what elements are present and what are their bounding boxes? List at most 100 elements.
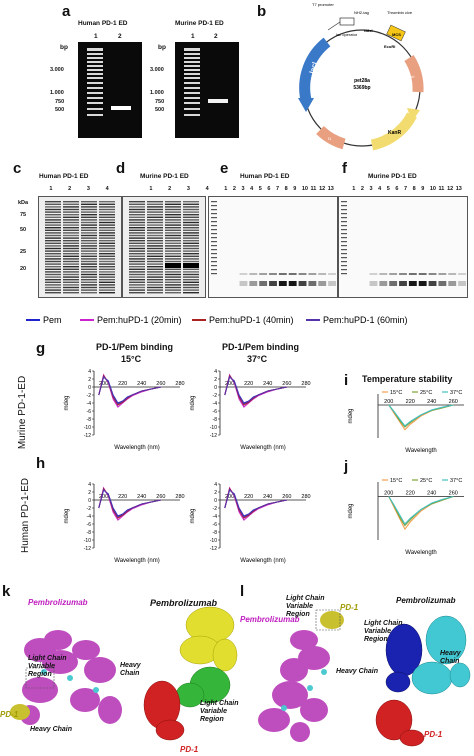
protein-band [298, 281, 307, 286]
ladder-band [341, 225, 347, 227]
gel-band [99, 266, 115, 268]
l-heavy-label: Heavy Chain [336, 668, 379, 675]
gel-band [183, 271, 199, 273]
gel-band [183, 211, 199, 213]
marker-75: 75 [20, 212, 27, 218]
gel-band [183, 250, 199, 252]
protein-band [389, 273, 398, 275]
gel-band [147, 203, 163, 205]
gel-band [81, 271, 97, 273]
protein-band [278, 273, 287, 275]
gel-band [45, 201, 61, 203]
gel-band [147, 260, 163, 263]
gel-band [45, 221, 61, 224]
gel-band [63, 263, 79, 265]
l-pem-label: Pembrolizumab [240, 615, 300, 624]
gel-band [129, 292, 145, 294]
gel-band [99, 214, 115, 216]
laci-arrow-head [298, 98, 314, 112]
gel-band [147, 208, 163, 211]
gel-band [129, 206, 145, 208]
gel-band [63, 242, 79, 244]
gel-band [81, 211, 97, 213]
t7-promoter-label: T7 promoter [312, 2, 334, 7]
gel-band [165, 234, 181, 237]
l-lcvr-label: Light Chain Variable Region [286, 595, 325, 618]
y-tick-label: -2 [87, 393, 92, 399]
gel-band [99, 208, 115, 211]
protein-band [369, 281, 378, 286]
legend-label: 25°C [420, 478, 432, 484]
protein-band [318, 281, 327, 286]
gel-band [63, 266, 79, 268]
ladder-band [341, 273, 347, 275]
lane-number: 5 [258, 186, 262, 192]
gel-band [81, 229, 97, 231]
ladder-band [211, 205, 217, 207]
gel-band [81, 273, 97, 276]
gel-band [99, 221, 115, 224]
protein-band [288, 281, 297, 286]
gel-band [81, 258, 97, 260]
gel-band [45, 292, 61, 294]
ladder-band [341, 229, 347, 231]
protein-band [418, 273, 427, 275]
gel-band [63, 292, 79, 294]
g-title-15: PD-1/Pem binding [96, 342, 174, 352]
protein-band [269, 273, 277, 275]
legend-label: 37°C [450, 478, 462, 484]
y-tick-label: 0 [88, 385, 91, 391]
gel-band [45, 268, 61, 270]
gel-murine-title: Murine PD-1 ED [175, 20, 224, 27]
gel-band [129, 208, 145, 211]
y-tick-label: 2 [88, 377, 91, 383]
gel-band [45, 203, 61, 205]
gel-band [129, 203, 145, 205]
k-pem-label: Pembrolizumab [28, 598, 88, 607]
gel-band [99, 237, 115, 239]
ladder-3000-m: 3.000 [150, 67, 164, 73]
legend-40min: Pem:huPD-1 (40min) [209, 315, 294, 325]
gel-band [147, 211, 163, 213]
gel-band [129, 263, 145, 265]
gel-band [63, 211, 79, 213]
gel-band [147, 258, 163, 260]
gel-band [45, 234, 61, 237]
ladder-band [341, 217, 347, 219]
ladder-band [341, 213, 347, 215]
gel-band [165, 276, 181, 278]
ladder-500-m: 500 [155, 107, 165, 113]
gel-band [81, 266, 97, 268]
ladder-band [211, 257, 217, 259]
gel-band [99, 263, 115, 265]
marker-20: 20 [20, 266, 27, 272]
lane-number: 7 [404, 186, 408, 192]
cd-chart-g-37: 4 2 0 -2 -4 -6 -8 -10 -12 200 220 240 260 280 mdeg Wave… [190, 369, 311, 451]
ladder-band [211, 221, 217, 223]
gel-band [81, 263, 97, 265]
gel-band [63, 255, 79, 257]
gel-band [147, 266, 163, 268]
ladder-band [341, 265, 347, 267]
x-tick-label: 280 [175, 494, 184, 500]
panel-label-c: c [13, 160, 22, 177]
gel-band [165, 260, 181, 263]
structure-l-zoom [375, 615, 471, 747]
gel-band [81, 237, 97, 239]
ladder-band [341, 261, 347, 263]
ladder-band [341, 201, 347, 203]
structure-k-overview [10, 630, 122, 725]
gel-band [45, 216, 61, 218]
gel-band [45, 250, 61, 252]
series-line [388, 495, 454, 525]
ladder-band [211, 237, 217, 239]
protein-band [269, 281, 277, 286]
gel-band [165, 250, 181, 252]
x-axis-label: Wavelength (nm) [114, 445, 159, 451]
protein-band [278, 281, 287, 286]
lane-number: 1 [352, 186, 356, 192]
x-axis-label: Wavelength [405, 550, 436, 556]
sds-gel-d [122, 196, 206, 298]
gel-band [147, 250, 163, 252]
legend-label: 37°C [450, 390, 462, 396]
